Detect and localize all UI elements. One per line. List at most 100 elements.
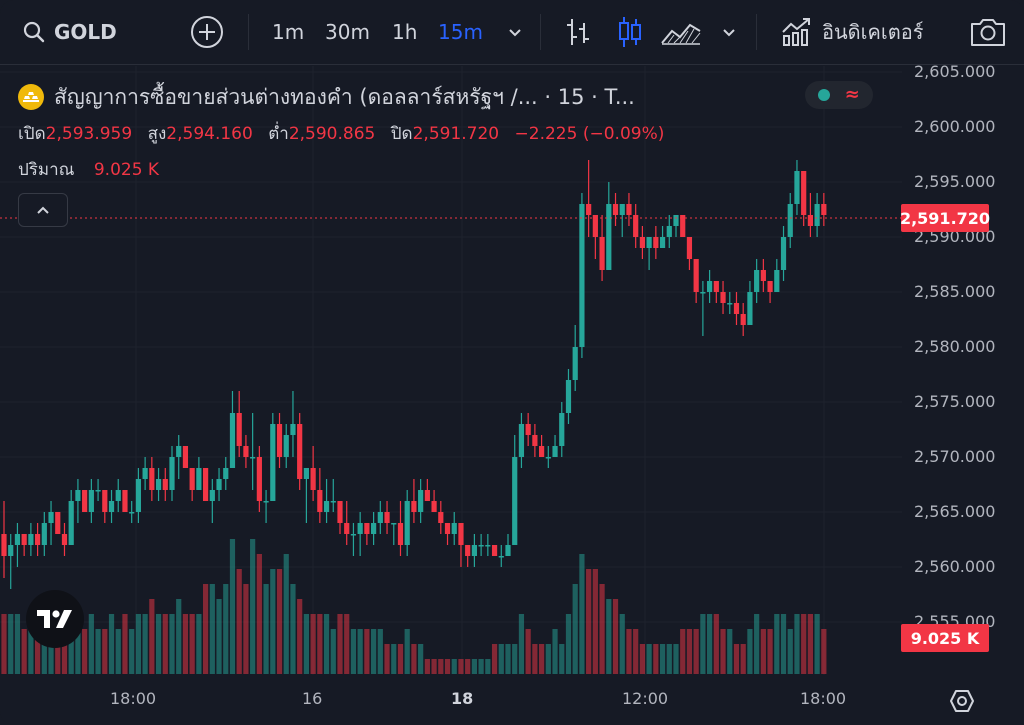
volume-bar: [418, 644, 424, 674]
interval-15m[interactable]: 15m: [438, 20, 483, 44]
volume-bar: [458, 659, 464, 674]
volume-bar: [444, 659, 451, 674]
volume-bar: [323, 614, 330, 674]
candle-body: [297, 424, 303, 479]
high-value: 2,594.160: [166, 124, 253, 144]
last-price-label: 2,591.720: [900, 204, 990, 232]
interval-30m[interactable]: 30m: [325, 20, 370, 44]
volume-bar: [196, 614, 202, 674]
volume-bar: [740, 644, 746, 674]
candle-body: [371, 523, 377, 534]
volume-bar: [478, 659, 484, 674]
time-tick: 12:00: [622, 689, 669, 708]
volume-bar: [498, 644, 504, 674]
volume-bar: [182, 614, 189, 674]
price-tick: 2,565.000: [914, 502, 996, 521]
candle-body: [465, 545, 471, 556]
candle-body: [700, 292, 706, 294]
interval-dropdown[interactable]: [506, 0, 524, 64]
volume-bar: [28, 614, 34, 674]
volume-bar: [344, 614, 350, 674]
volume-bar: [236, 569, 242, 674]
candle-body: [41, 523, 47, 545]
candle-body: [505, 545, 511, 556]
candle-body: [592, 215, 598, 237]
volume-bar: [75, 629, 81, 674]
close-label: ปิด: [390, 124, 413, 144]
candle-body: [61, 534, 68, 545]
candle-body: [713, 281, 719, 292]
volume-bar: [14, 614, 21, 674]
toolbar-divider: [540, 14, 541, 50]
candle-body: [451, 523, 457, 534]
volume-bar: [505, 644, 511, 674]
volume-bar: [693, 629, 699, 674]
open-label: เปิด: [18, 124, 46, 144]
chart-style-dropdown[interactable]: [720, 0, 738, 64]
candle-body: [303, 468, 309, 479]
volume-bar: [545, 644, 551, 674]
candle-body: [559, 413, 565, 446]
symbol-search[interactable]: GOLD: [22, 0, 117, 64]
volume-bar: [384, 644, 390, 674]
candle-body: [418, 490, 424, 512]
volume-bar: [639, 644, 645, 674]
symbol-description[interactable]: สัญญาการซื้อขายส่วนต่างทองคำ (ดอลลาร์สหร…: [54, 84, 635, 109]
candle-body: [787, 204, 793, 237]
volume-bar: [565, 614, 572, 674]
toolbar-divider: [248, 14, 249, 50]
compare-button[interactable]: [190, 0, 224, 64]
add-compare-icon: [191, 16, 223, 48]
candle-body: [498, 556, 504, 558]
collapse-legend-button[interactable]: [18, 193, 68, 227]
volume-value: 9.025 K: [93, 160, 160, 180]
volume-bar: [559, 644, 565, 674]
candle-body: [216, 479, 222, 490]
candle-body: [95, 490, 101, 492]
candle-body: [801, 171, 807, 215]
chart-settings-button[interactable]: [947, 686, 977, 716]
time-tick: 18:00: [110, 689, 157, 708]
candle-body: [579, 204, 585, 347]
candle-body: [317, 490, 323, 512]
interval-1h[interactable]: 1h: [392, 20, 418, 44]
volume-bar: [579, 554, 585, 674]
candle-body: [102, 490, 108, 512]
price-tick: 2,570.000: [914, 447, 996, 466]
candle-body: [727, 303, 733, 305]
volume-bar: [471, 659, 477, 674]
volume-bar: [807, 614, 813, 674]
interval-1m[interactable]: 1m: [272, 20, 305, 44]
volume-bar: [263, 584, 269, 674]
candle-body: [223, 468, 229, 479]
volume-bar: [485, 659, 491, 674]
indicators-button[interactable]: อินดิเคเตอร์: [780, 0, 923, 64]
tradingview-logo[interactable]: [26, 590, 84, 648]
volume-bar: [108, 614, 115, 674]
bar-style-button[interactable]: [563, 0, 593, 64]
volume-bar: [310, 614, 316, 674]
candle-body: [807, 215, 813, 226]
candle-body: [780, 237, 787, 270]
change-value: −2.225 (−0.09%): [514, 124, 665, 144]
area-style-button[interactable]: [660, 0, 702, 64]
candle-body: [754, 270, 760, 292]
candle-body: [323, 501, 330, 512]
volume-bar: [35, 614, 41, 674]
candle-body: [673, 215, 679, 226]
volume-bar: [680, 629, 686, 674]
volume-bar: [115, 629, 121, 674]
market-status-pill[interactable]: ≈: [805, 81, 873, 109]
volume-bar: [801, 614, 807, 674]
volume-bar: [451, 659, 457, 674]
screenshot-button[interactable]: [969, 0, 1007, 64]
candle-style-button[interactable]: [616, 0, 644, 64]
candle-body: [203, 468, 209, 501]
candlestick-series: [1, 160, 827, 589]
candle-body: [431, 501, 437, 512]
candle-body: [532, 435, 538, 446]
market-open-dot-icon: [818, 89, 831, 101]
candle-body: [129, 512, 135, 514]
